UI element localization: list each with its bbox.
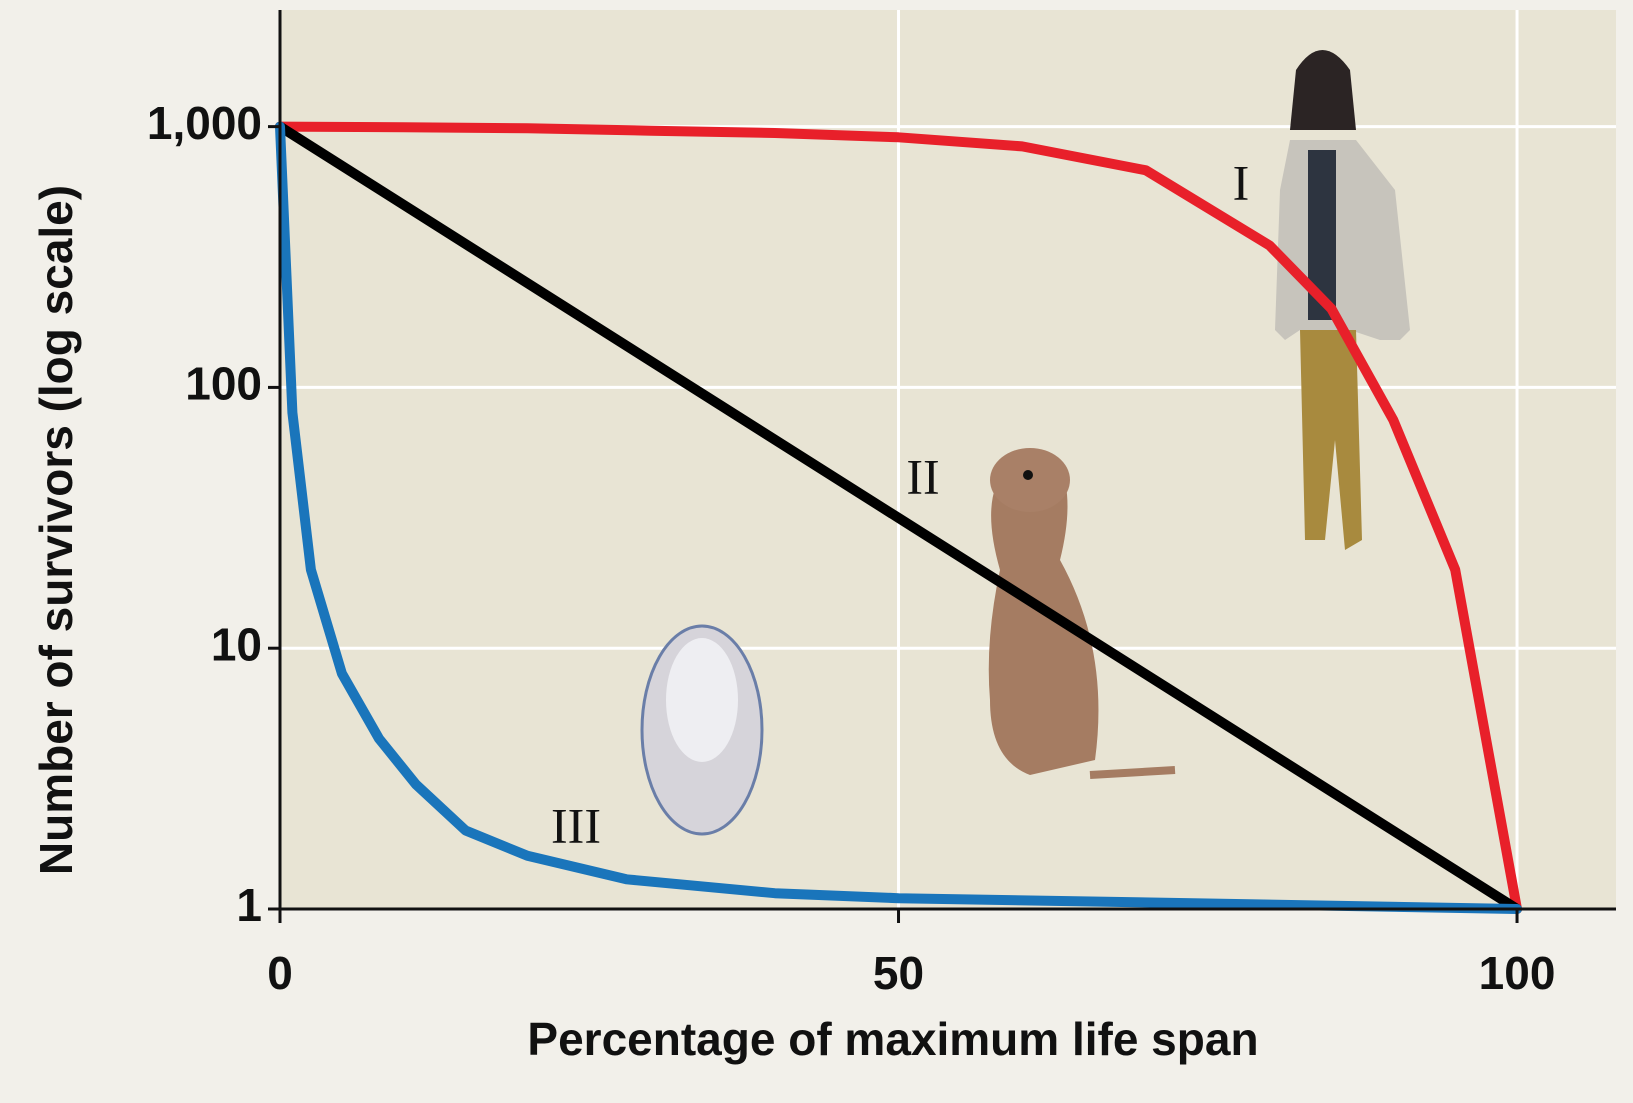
series-label: III <box>551 797 601 853</box>
y-tick-label: 1,000 <box>147 97 262 149</box>
series-label: II <box>906 448 939 504</box>
x-tick-label: 50 <box>873 947 924 999</box>
x-tick-label: 100 <box>1479 947 1556 999</box>
series-line <box>275 121 1522 914</box>
x-tick-label: 0 <box>267 947 293 999</box>
oyster-illustration <box>640 624 764 836</box>
series-lines <box>275 121 1522 914</box>
series-line <box>275 121 1522 914</box>
series-label: I <box>1233 154 1250 210</box>
squirrel-illustration <box>988 448 1176 779</box>
y-axis-title: Number of survivors (log scale) <box>30 185 82 875</box>
series-line <box>275 121 1522 914</box>
x-axis-title: Percentage of maximum life span <box>527 1013 1258 1065</box>
y-tick-label: 10 <box>211 618 262 670</box>
y-tick-label: 100 <box>185 358 262 410</box>
plot-background <box>280 10 1616 909</box>
y-tick-label: 1 <box>236 879 262 931</box>
